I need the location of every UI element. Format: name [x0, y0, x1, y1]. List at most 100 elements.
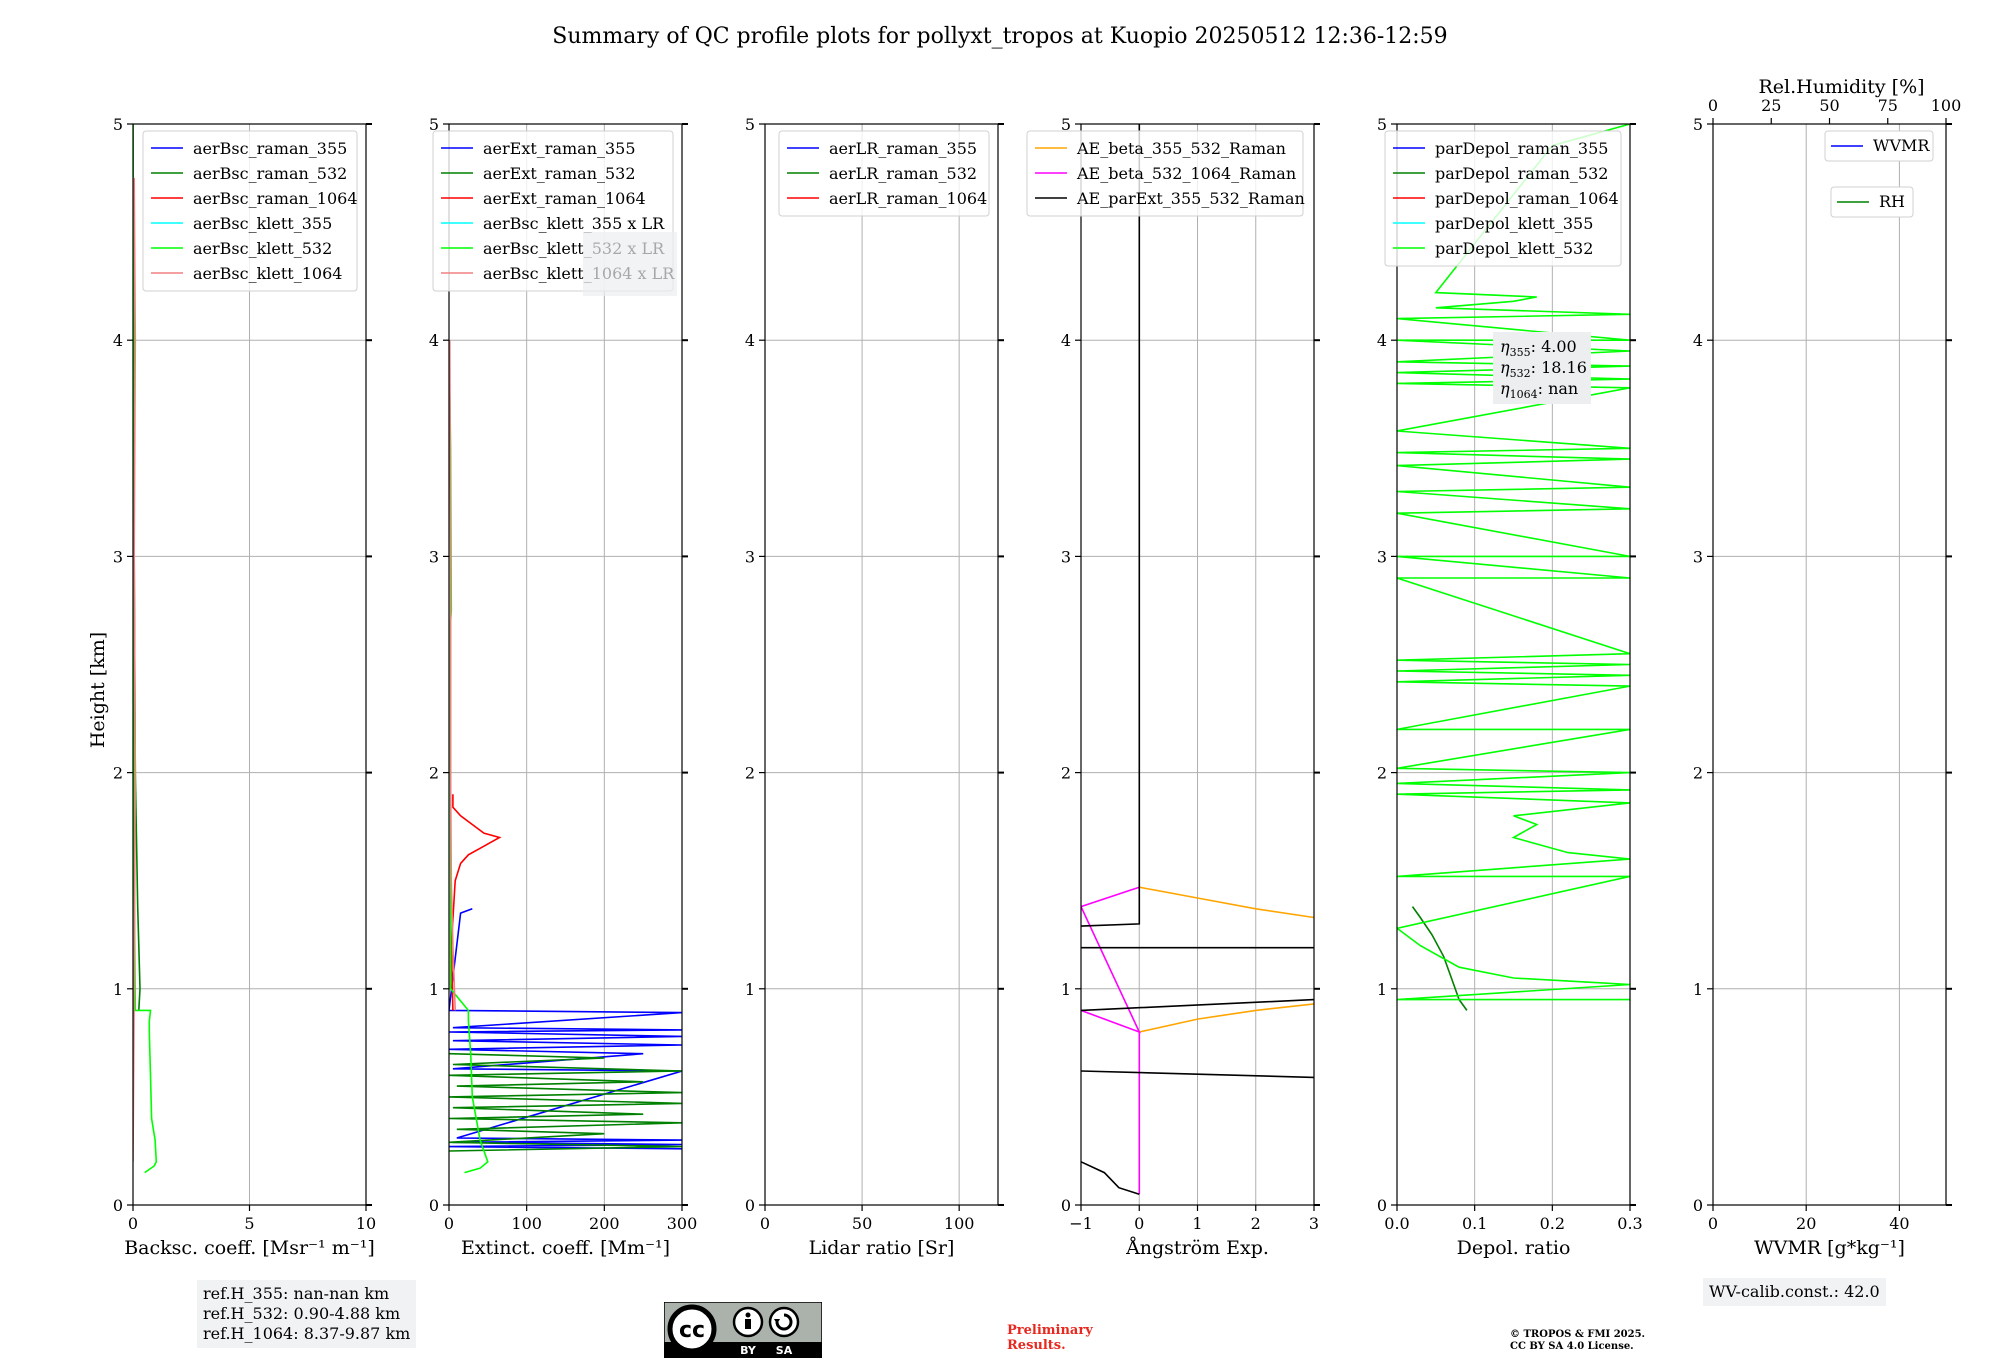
- y-tick-label: 3: [1061, 547, 1071, 566]
- panel-extinction: 0 100 200 300 0 1 2 3 4 5 Extinct. coeff. [Mm⁻¹] ae…: [429, 115, 697, 1259]
- legend-entry: aerBsc_raman_1064: [193, 189, 358, 208]
- x-tick-label: 50: [852, 1214, 872, 1233]
- legend-entry: RH: [1879, 192, 1905, 211]
- y-tick-label: 0: [113, 1196, 123, 1215]
- preliminary-line-2: Results.: [1007, 1338, 1066, 1353]
- legend-entry: WVMR: [1873, 136, 1930, 155]
- x-tick-label: 1: [1192, 1214, 1202, 1233]
- y-tick-label: 5: [745, 115, 755, 134]
- legend-entry: parDepol_raman_355: [1435, 139, 1608, 158]
- legend-entry: parDepol_klett_532: [1435, 239, 1593, 258]
- y-tick-label: 1: [429, 980, 439, 999]
- x-tick-label: 200: [589, 1214, 620, 1233]
- y-tick-label: 1: [1061, 980, 1071, 999]
- y-tick-label: 1: [113, 980, 123, 999]
- legend-entry: aerExt_raman_532: [483, 164, 636, 183]
- x-tick-label: 0: [1708, 1214, 1718, 1233]
- axes-frame: [1396, 123, 1631, 1206]
- y-tick-label: 4: [429, 331, 439, 350]
- series-line-AE_beta_532_1064_Raman: [1081, 886, 1141, 1195]
- y-tick-label: 4: [113, 331, 123, 350]
- x-tick-label: 10: [356, 1214, 376, 1233]
- top-x-tick-label: 25: [1761, 96, 1781, 115]
- x-tick-label: 0.0: [1384, 1214, 1409, 1233]
- y-tick-label: 2: [1377, 764, 1387, 783]
- preliminary-results-note: Preliminary Results.: [1007, 1323, 1093, 1353]
- legend-box: [142, 130, 358, 292]
- panel-depolarization: 0.0 0.1 0.2 0.3 0 1 2 3 4 5 Depol. ratio parDepol_r…: [1377, 115, 1643, 1259]
- top-x-tick-label: 75: [1878, 96, 1898, 115]
- x-tick-label: 2: [1251, 1214, 1261, 1233]
- legend-box: [1830, 186, 1914, 218]
- axes-frame: [1712, 123, 1947, 1206]
- y-tick-label: 4: [1377, 331, 1387, 350]
- y-tick-label: 2: [745, 764, 755, 783]
- legend-entry: aerBsc_klett_355 x LR: [483, 214, 665, 233]
- eta-box: [1493, 332, 1591, 404]
- legend-entry: aerExt_raman_355: [483, 139, 636, 158]
- x-tick-label: 0: [128, 1214, 138, 1233]
- legend-entry: aerLR_raman_532: [829, 164, 977, 183]
- legend-box: [778, 130, 990, 217]
- y-tick-label: 3: [113, 547, 123, 566]
- y-tick-label: 0: [429, 1196, 439, 1215]
- y-tick-label: 1: [1377, 980, 1387, 999]
- x-tick-label: 100: [511, 1214, 542, 1233]
- legend-box: [1824, 130, 1934, 162]
- panel-lidar-ratio: 0 50 100 0 1 2 3 4 5 Lidar ratio [Sr] aerLR_raman_…: [745, 115, 1004, 1259]
- y-tick-label: 0: [745, 1196, 755, 1215]
- legend-entry: AE_beta_532_1064_Raman: [1076, 164, 1296, 183]
- copyright-line-2: CC BY SA 4.0 License.: [1510, 1341, 1634, 1352]
- top-x-tick-label: 0: [1708, 96, 1718, 115]
- x-tick-label: 0: [1134, 1214, 1144, 1233]
- x-axis-label: WVMR [g*kg⁻¹]: [1754, 1237, 1905, 1259]
- legend-box: [1384, 130, 1622, 267]
- reference-heights-box: ref.H_355: nan-nan km ref.H_532: 0.90-4.…: [197, 1280, 417, 1348]
- series-line-aerExt_raman_532: [449, 1052, 682, 1152]
- x-axis-label: Lidar ratio [Sr]: [809, 1237, 955, 1259]
- x-axis-label: Backsc. coeff. [Msr⁻¹ m⁻¹]: [124, 1237, 375, 1259]
- eta-line-355: η355: 4.00: [1500, 337, 1577, 359]
- y-tick-label: 0: [1377, 1196, 1387, 1215]
- y-tick-label: 5: [1061, 115, 1071, 134]
- x-tick-label: 0.3: [1617, 1214, 1642, 1233]
- x-tick-label: 20: [1796, 1214, 1816, 1233]
- y-tick-label: 4: [1693, 331, 1703, 350]
- x-tick-label: 0.1: [1462, 1214, 1487, 1233]
- ref-height-1064: ref.H_1064: 8.37-9.87 km: [203, 1324, 411, 1343]
- ref-height-355: ref.H_355: nan-nan km: [203, 1284, 390, 1303]
- legend-entry: parDepol_raman_1064: [1435, 189, 1619, 208]
- y-tick-label: 5: [1377, 115, 1387, 134]
- y-tick-label: 3: [1377, 547, 1387, 566]
- y-tick-label: 3: [1693, 547, 1703, 566]
- series-line-aerExt_raman_355: [449, 908, 682, 1150]
- top-x-tick-label: 50: [1819, 96, 1839, 115]
- eta-line-532: η532: 18.16: [1500, 358, 1587, 380]
- x-tick-label: −1: [1069, 1214, 1093, 1233]
- by-label: BY: [740, 1344, 757, 1357]
- legend-entry: aerBsc_klett_1064: [193, 264, 342, 283]
- legend-entry: AE_parExt_355_532_Raman: [1076, 189, 1305, 208]
- y-tick-label: 2: [113, 764, 123, 783]
- eta-line-1064: η1064: nan: [1500, 379, 1578, 401]
- axes-frame: [448, 123, 683, 1206]
- wv-calibration-constant: WV-calib.const.: 42.0: [1709, 1282, 1880, 1301]
- x-tick-label: 5: [244, 1214, 254, 1233]
- x-tick-label: 300: [667, 1214, 698, 1233]
- y-tick-label: 3: [429, 547, 439, 566]
- x-tick-label: 40: [1889, 1214, 1909, 1233]
- x-tick-label: 0: [760, 1214, 770, 1233]
- figure-title: Summary of QC profile plots for pollyxt_…: [552, 24, 1447, 49]
- panel-wvmr: 0 20 40 0 1 2 3 4 5 WVMR [g*kg⁻¹] 0 25 50 75 100 Rel.Hu…: [1693, 76, 1961, 1259]
- legend-box: [1026, 130, 1304, 217]
- preliminary-line-1: Preliminary: [1007, 1323, 1093, 1338]
- copyright-note: © TROPOS & FMI 2025. CC BY SA 4.0 Licens…: [1510, 1329, 1645, 1353]
- extinction-annotation-box: [583, 232, 677, 296]
- top-x-axis-label: Rel.Humidity [%]: [1758, 76, 1924, 98]
- series-line-aerBsc_klett_1064 x LR: [449, 340, 456, 1011]
- y-tick-label: 4: [745, 331, 755, 350]
- y-tick-label: 2: [1693, 764, 1703, 783]
- copyright-line-1: © TROPOS & FMI 2025.: [1510, 1329, 1646, 1340]
- x-tick-label: 100: [944, 1214, 975, 1233]
